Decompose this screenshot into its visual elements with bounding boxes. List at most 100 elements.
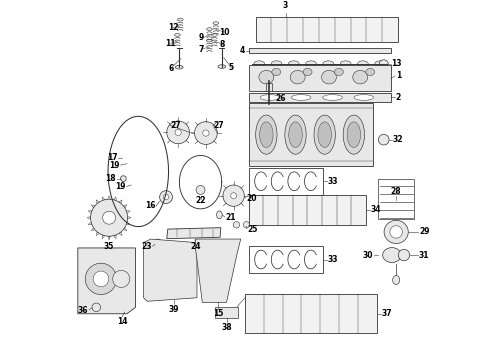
Ellipse shape [390, 226, 402, 238]
Text: 33: 33 [327, 177, 338, 186]
Text: 28: 28 [391, 187, 401, 196]
Ellipse shape [175, 129, 181, 135]
Ellipse shape [113, 270, 130, 287]
Text: 32: 32 [392, 135, 403, 144]
Text: 6: 6 [169, 64, 173, 73]
Polygon shape [96, 200, 99, 204]
Text: 4: 4 [240, 46, 245, 55]
Ellipse shape [378, 134, 389, 145]
Ellipse shape [289, 122, 302, 148]
Polygon shape [91, 228, 95, 231]
Ellipse shape [254, 61, 265, 67]
Polygon shape [119, 232, 122, 235]
Polygon shape [119, 200, 122, 204]
Polygon shape [78, 248, 135, 314]
Text: 12: 12 [168, 23, 178, 32]
Ellipse shape [231, 193, 237, 199]
Polygon shape [248, 195, 366, 225]
Ellipse shape [256, 115, 277, 154]
Ellipse shape [217, 211, 222, 219]
Ellipse shape [121, 176, 126, 181]
Ellipse shape [177, 18, 183, 21]
Bar [266, 82, 272, 91]
Text: 38: 38 [221, 323, 232, 332]
Ellipse shape [392, 275, 400, 284]
Ellipse shape [335, 68, 343, 76]
Ellipse shape [260, 95, 280, 100]
Text: 1: 1 [396, 71, 401, 80]
Ellipse shape [375, 61, 386, 67]
Text: 23: 23 [141, 242, 152, 251]
Ellipse shape [259, 71, 274, 84]
Ellipse shape [175, 66, 183, 69]
Ellipse shape [314, 115, 335, 154]
Ellipse shape [213, 22, 219, 24]
Ellipse shape [154, 239, 161, 246]
Ellipse shape [379, 60, 388, 68]
Text: 22: 22 [196, 196, 206, 205]
Text: 11: 11 [165, 39, 175, 48]
Polygon shape [108, 236, 111, 240]
Ellipse shape [212, 33, 217, 36]
Ellipse shape [366, 68, 375, 76]
Ellipse shape [289, 61, 299, 67]
Ellipse shape [353, 71, 368, 84]
Bar [215, 307, 238, 318]
Ellipse shape [207, 39, 212, 42]
Text: 27: 27 [171, 121, 181, 130]
Text: 15: 15 [213, 310, 223, 319]
Text: 34: 34 [371, 205, 381, 214]
Text: 36: 36 [78, 306, 89, 315]
Ellipse shape [347, 122, 361, 148]
Ellipse shape [167, 121, 190, 144]
Polygon shape [126, 222, 130, 225]
Ellipse shape [292, 95, 311, 100]
Ellipse shape [323, 95, 343, 100]
Polygon shape [88, 211, 92, 213]
Ellipse shape [321, 71, 337, 84]
Text: 14: 14 [117, 317, 127, 326]
Polygon shape [127, 216, 131, 219]
Text: 20: 20 [246, 194, 257, 203]
Polygon shape [245, 294, 377, 333]
Text: 19: 19 [109, 161, 120, 170]
Bar [248, 168, 323, 195]
Text: 29: 29 [419, 228, 429, 237]
Polygon shape [256, 17, 398, 42]
Text: 10: 10 [219, 27, 230, 36]
Polygon shape [248, 103, 373, 166]
Polygon shape [108, 196, 111, 199]
Text: 33: 33 [327, 255, 338, 264]
Ellipse shape [233, 222, 240, 228]
Ellipse shape [318, 122, 331, 148]
Ellipse shape [306, 61, 317, 67]
Ellipse shape [218, 65, 226, 68]
Text: 31: 31 [419, 251, 429, 260]
Polygon shape [248, 66, 391, 91]
Polygon shape [114, 235, 116, 239]
Text: 13: 13 [392, 59, 402, 68]
Text: 37: 37 [382, 309, 392, 318]
Ellipse shape [85, 263, 117, 294]
Text: 8: 8 [220, 40, 225, 49]
Text: 30: 30 [363, 251, 373, 260]
Ellipse shape [354, 95, 373, 100]
Text: 19: 19 [115, 182, 126, 191]
Text: 18: 18 [106, 174, 116, 183]
Polygon shape [91, 205, 95, 208]
Ellipse shape [196, 185, 205, 194]
Text: 35: 35 [104, 242, 114, 251]
Text: 3: 3 [283, 1, 288, 10]
Text: 5: 5 [229, 63, 234, 72]
Text: 25: 25 [248, 225, 258, 234]
Ellipse shape [290, 71, 305, 84]
Text: 39: 39 [169, 305, 179, 314]
Polygon shape [144, 239, 197, 301]
Ellipse shape [91, 199, 127, 236]
Polygon shape [248, 48, 391, 53]
Text: 2: 2 [396, 93, 401, 102]
Polygon shape [123, 228, 127, 231]
Text: 16: 16 [145, 202, 155, 211]
Text: 26: 26 [275, 94, 286, 103]
Ellipse shape [340, 61, 351, 67]
